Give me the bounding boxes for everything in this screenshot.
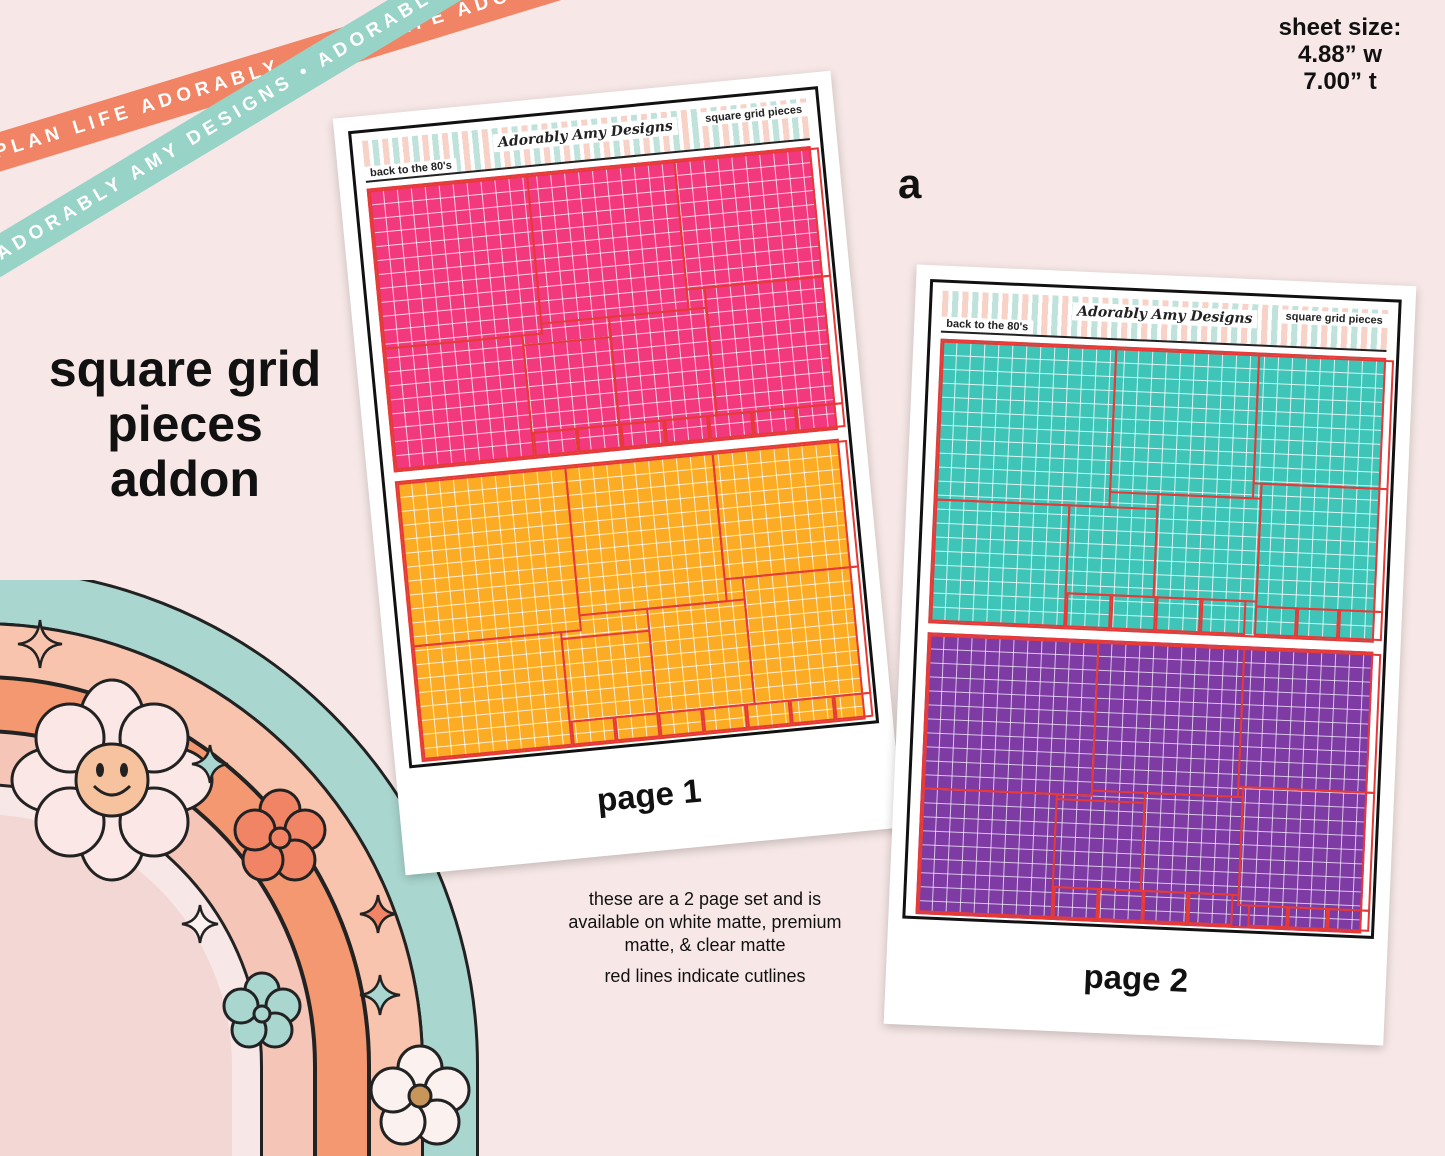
sticker-sheet-page-2: back to the 80's Adorably Amy Designs sq… (883, 264, 1417, 1046)
cutline-square (576, 423, 623, 453)
cutline-square (1200, 598, 1247, 636)
cutline-square (1142, 889, 1189, 924)
cutline-square (1337, 609, 1384, 642)
product-title: square grid pieces addon (30, 342, 340, 507)
orange-flower-icon (233, 788, 327, 882)
cutline-square (614, 712, 661, 742)
cutline-square (1051, 798, 1146, 892)
cutline-square (1327, 908, 1371, 932)
cutline-square (1152, 493, 1262, 603)
cutline-square (745, 699, 792, 729)
product-title-line: pieces (107, 396, 263, 452)
cutline-square (930, 498, 1071, 628)
cutline-square (1253, 605, 1298, 638)
sheet-size-title: sheet size: (1278, 14, 1402, 41)
cutline-square (789, 695, 836, 725)
grid-block-orange (394, 438, 874, 763)
decorations (10, 619, 471, 1146)
cutline-square (673, 147, 832, 291)
cutline-square (1187, 891, 1234, 926)
cutline-square (1155, 596, 1202, 634)
cutline-square (1139, 791, 1244, 897)
cutline-square (795, 402, 846, 432)
cutline-square (526, 161, 690, 325)
cutline-square (383, 334, 536, 471)
cutline-square (1247, 904, 1289, 929)
cutline-square (751, 406, 798, 436)
cutline-square (1064, 504, 1159, 599)
cutline-square (935, 340, 1118, 509)
cutline-square (396, 466, 582, 648)
cutline-square (1052, 886, 1099, 920)
cutline-square (368, 175, 544, 350)
sheet-product-name: square grid pieces (699, 102, 808, 127)
white-flower-icon (369, 1044, 471, 1146)
cutline-square (1252, 354, 1395, 491)
brand-logo: Adorably Amy Designs (492, 116, 679, 153)
product-title-line: addon (110, 451, 260, 507)
sheet-size-height: 7.00” t (1303, 68, 1377, 95)
sheet-product-name: square grid pieces (1280, 309, 1389, 329)
sparkle-icon (17, 619, 401, 1016)
page-label: page 1 (595, 771, 703, 819)
cutline-square (412, 631, 573, 760)
cutline-square (1295, 607, 1340, 640)
cutline-square (711, 439, 860, 581)
cutline-square (707, 410, 755, 441)
brand-logo: Adorably Amy Designs (1071, 302, 1258, 329)
cutline-square (1065, 592, 1112, 630)
cutline-square (1255, 482, 1389, 614)
cutline-square (701, 703, 749, 733)
cutline-square (658, 708, 705, 738)
cutline-square (1237, 786, 1376, 912)
product-title-line: square grid (48, 341, 322, 397)
page-label: page 2 (1082, 957, 1189, 999)
cutline-square (522, 335, 621, 435)
sheet-size-info: sheet size: 4.88” w 7.00” t (1265, 14, 1415, 95)
cutline-square (1110, 594, 1157, 632)
cutline-square (1097, 887, 1144, 922)
mint-flower-icon (222, 971, 302, 1049)
grid-block-pink (366, 146, 846, 473)
variant-letter: a (898, 160, 922, 207)
cutline-square (922, 634, 1100, 797)
cutline-square (664, 415, 711, 445)
grid-block-teal (928, 338, 1395, 643)
smiley-flower-icon (10, 678, 214, 882)
cutline-square (703, 274, 844, 417)
sheet-size-width: 4.88” w (1297, 41, 1383, 68)
cutline-square (741, 565, 872, 706)
cutline-square (1237, 648, 1382, 794)
cutline-square (607, 306, 719, 426)
cutline-square (646, 598, 756, 715)
cutline-square (1109, 348, 1261, 500)
cutline-square (917, 787, 1058, 918)
cutline-square (560, 629, 659, 723)
product-info: these are a 2 page set and is available … (555, 888, 855, 996)
sheet-frame: back to the 80's Adorably Amy Designs sq… (902, 279, 1402, 940)
sheet-frame: back to the 80's Adorably Amy Designs sq… (348, 86, 880, 769)
cutline-square (564, 452, 728, 617)
cutline-square (532, 427, 579, 457)
cutline-square (833, 691, 874, 721)
grid-block-purple (915, 632, 1382, 934)
sticker-sheet-page-1: back to the 80's Adorably Amy Designs sq… (332, 70, 904, 876)
availability-note: these are a 2 page set and is available … (568, 889, 842, 955)
cutline-square (1287, 906, 1329, 930)
cutline-square (1090, 641, 1246, 799)
cutline-note: red lines indicate cutlines (604, 966, 806, 986)
cutline-square (620, 419, 667, 449)
cutline-square (570, 716, 617, 746)
